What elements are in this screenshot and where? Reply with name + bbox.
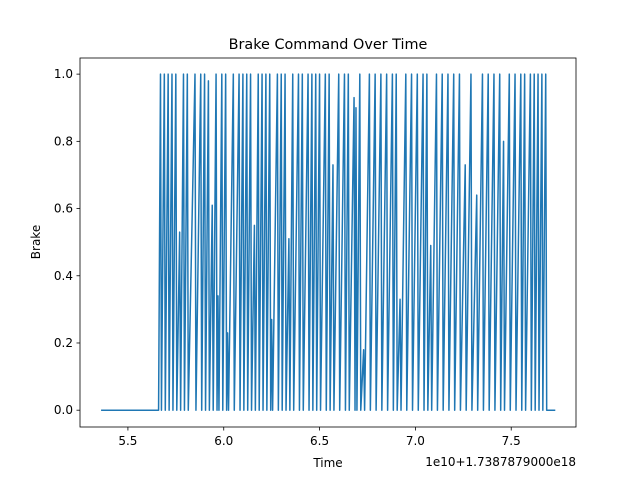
x-axis-label: Time xyxy=(312,456,342,470)
y-tick-label: 0.0 xyxy=(54,403,73,417)
y-tick-label: 0.6 xyxy=(54,202,73,216)
x-tick-label: 5.5 xyxy=(118,434,137,448)
x-tick-label: 6.0 xyxy=(214,434,233,448)
plot-frame xyxy=(79,57,577,428)
y-axis-label: Brake xyxy=(29,225,43,259)
x-offset-text: 1e10+1.7387879000e18 xyxy=(425,455,576,469)
y-tick-label: 0.4 xyxy=(54,269,73,283)
y-tick-label: 0.8 xyxy=(54,134,73,148)
y-tick-label: 1.0 xyxy=(54,67,73,81)
data-line xyxy=(101,73,556,411)
y-tick-label: 0.2 xyxy=(54,336,73,350)
x-tick-label: 6.5 xyxy=(310,434,329,448)
x-tick-label: 7.5 xyxy=(502,434,521,448)
chart-title: Brake Command Over Time xyxy=(229,37,428,53)
x-tick-label: 7.0 xyxy=(406,434,425,448)
